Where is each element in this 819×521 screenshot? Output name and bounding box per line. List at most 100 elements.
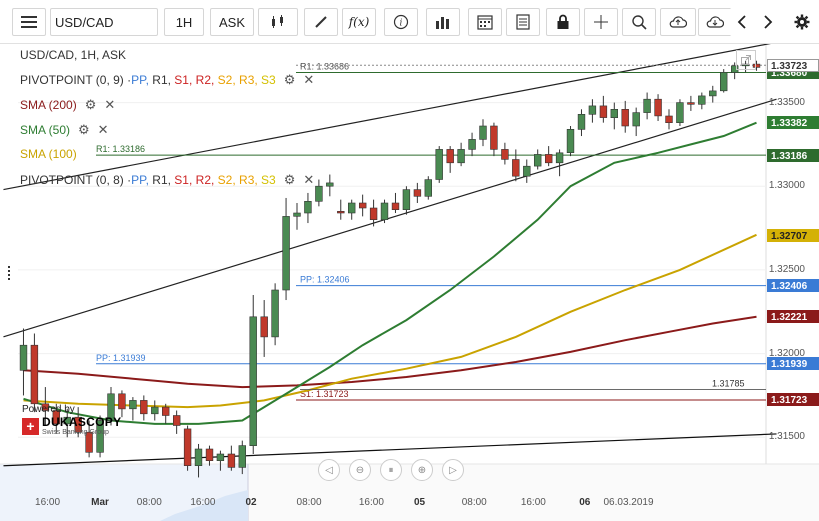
- x-tick-label: 05: [413, 497, 426, 508]
- chart-title: USD/CAD, 1H, ASK: [20, 48, 127, 62]
- trend-channel-line: [3, 98, 777, 338]
- gear-icon[interactable]: [788, 8, 816, 36]
- x-tick-label: 08:00: [136, 497, 162, 508]
- nav-forward-icon[interactable]: ▷: [442, 459, 464, 481]
- candle-body: [687, 102, 695, 105]
- scroll-right-icon[interactable]: [756, 8, 780, 36]
- candle-body: [293, 212, 301, 217]
- candle-body: [41, 403, 50, 411]
- candle-body: [369, 207, 378, 220]
- zoom-in-icon[interactable]: ⊕: [411, 459, 433, 481]
- scroll-left-icon[interactable]: [730, 8, 754, 36]
- candle-body: [424, 179, 432, 197]
- volume-icon[interactable]: [426, 8, 460, 36]
- candle-body: [709, 90, 717, 97]
- candle-body: [183, 428, 192, 466]
- candle-body: [173, 415, 181, 426]
- candle-body: [129, 400, 137, 410]
- candle-body: [665, 115, 673, 123]
- candle-body: [52, 410, 61, 425]
- reset-zoom-icon[interactable]: ⏸: [380, 459, 402, 481]
- dukascopy-logo-icon: +: [22, 418, 39, 435]
- nav-back-icon[interactable]: ◁: [318, 459, 340, 481]
- x-tick-label: 16:00: [520, 497, 546, 508]
- pivot-level-label: PP: 1.32406: [300, 275, 350, 285]
- pivot1-settings-icon[interactable]: ⚙: [283, 72, 296, 87]
- pivot2-close-icon[interactable]: ✕: [303, 172, 315, 187]
- candle-body: [380, 202, 389, 221]
- legend-sma100[interactable]: SMA (100): [20, 147, 77, 161]
- pivot-level-label: S1: 1.31723: [300, 389, 349, 399]
- calendar-icon[interactable]: [468, 8, 502, 36]
- price-chart[interactable]: R1: 1.33186 PP: 1.32406 PP: 1.31939 S1: 1.3…: [0, 44, 819, 521]
- candle-body: [238, 445, 246, 468]
- candle-body: [216, 453, 225, 461]
- download-icon[interactable]: [698, 8, 732, 36]
- x-tick-label: 02: [245, 497, 257, 508]
- report-icon[interactable]: [506, 8, 540, 36]
- candle-body: [249, 316, 257, 446]
- upload-icon[interactable]: [660, 8, 696, 36]
- candle-body: [490, 125, 498, 150]
- chart-area[interactable]: R1: 1.33186 PP: 1.32406 PP: 1.31939 S1: 1.3…: [0, 44, 819, 521]
- pivot-level-label: R1: 1.33186: [96, 144, 145, 154]
- sma50-label: SMA (50): [20, 123, 71, 137]
- sma50-line: [23, 121, 757, 425]
- candle-type-icon[interactable]: [258, 8, 298, 36]
- menu-icon[interactable]: [12, 8, 46, 36]
- timeframe-label: 1H: [175, 14, 193, 30]
- pivot-level-label: S1,: [174, 173, 196, 187]
- pivot2-settings-icon[interactable]: ⚙: [283, 172, 296, 187]
- side-label: ASK: [218, 14, 245, 30]
- candle-body: [501, 149, 509, 160]
- drag-handle[interactable]: [8, 266, 13, 280]
- y-tick-label: 1.32500: [768, 263, 805, 275]
- draw-icon[interactable]: [304, 8, 338, 36]
- sma50-close-icon[interactable]: ✕: [97, 122, 109, 137]
- trend-channel-line: [3, 44, 771, 191]
- legend-pivot-1[interactable]: PIVOTPOINT (0, 9) · PP, R1, S1, R2, S2, …: [20, 72, 314, 88]
- candle-body: [523, 165, 531, 177]
- lock-icon[interactable]: [546, 8, 580, 36]
- symbol-select[interactable]: USD/CAD: [50, 8, 158, 36]
- sma200-settings-icon[interactable]: ⚙: [84, 97, 97, 112]
- popout-icon[interactable]: [736, 50, 756, 70]
- candle-body: [358, 202, 367, 209]
- candle-body: [282, 216, 290, 291]
- crosshair-icon[interactable]: [584, 8, 618, 36]
- candle-body: [19, 344, 28, 371]
- x-tick-label: Mar: [91, 497, 109, 508]
- zoom-out-icon[interactable]: ⊖: [349, 459, 371, 481]
- pivot-level-label: PP,: [131, 173, 153, 187]
- legend-pivot-2[interactable]: PIVOTPOINT (0, 8) · PP, R1, S1, R2, S2, …: [20, 172, 314, 188]
- x-tick-label: 16:00: [358, 497, 384, 508]
- toolbar: USD/CAD 1H ASK f(x) i: [0, 0, 819, 44]
- candle-body: [676, 102, 684, 123]
- indicators-button[interactable]: f(x): [342, 8, 376, 36]
- pivot-level-label: R1: 1.33686: [300, 61, 349, 71]
- candle-body: [63, 416, 71, 425]
- zoom-icon[interactable]: [622, 8, 656, 36]
- sma200-close-icon[interactable]: ✕: [104, 97, 116, 112]
- candle-body: [205, 448, 214, 461]
- brand-name: DUKASCOPY: [42, 415, 122, 429]
- candle-body: [752, 63, 761, 68]
- candle-body: [632, 112, 640, 127]
- candle-body: [698, 95, 706, 105]
- y-tick-label: 1.31500: [768, 431, 805, 443]
- candle-body: [118, 393, 126, 410]
- legend-sma50[interactable]: SMA (50) ⚙ ✕: [20, 122, 109, 138]
- sma100-line: [23, 233, 757, 409]
- legend-sma200[interactable]: SMA (200) ⚙ ✕: [20, 97, 115, 113]
- price-tag: 1.33723: [767, 58, 819, 72]
- info-icon[interactable]: i: [384, 8, 418, 36]
- candle-body: [413, 189, 422, 197]
- candle-body: [151, 406, 159, 415]
- side-select[interactable]: ASK: [210, 8, 254, 36]
- timeframe-select[interactable]: 1H: [164, 8, 204, 36]
- sma50-settings-icon[interactable]: ⚙: [78, 122, 90, 137]
- legend-title: USD/CAD, 1H, ASK: [20, 48, 126, 62]
- price-tag: 1.32221: [767, 310, 819, 324]
- pivot1-close-icon[interactable]: ✕: [303, 72, 315, 87]
- y-tick-label: 1.32000: [768, 347, 805, 359]
